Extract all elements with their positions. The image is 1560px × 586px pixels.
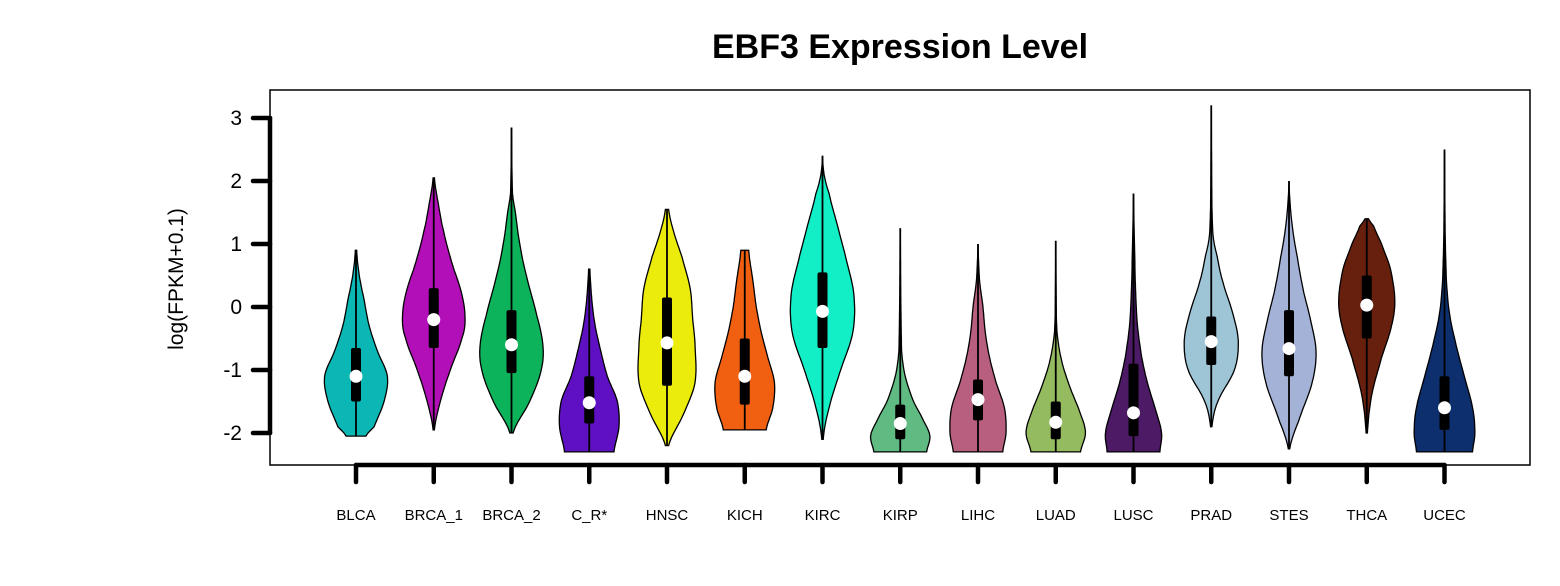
violin-LUAD <box>1025 240 1087 453</box>
violin-KICH <box>714 249 776 431</box>
violin-STES <box>1261 180 1317 450</box>
violin-median-HNSC <box>660 336 674 350</box>
x-tick-label-2: BRCA_2 <box>482 507 540 524</box>
chart-title: EBF3 Expression Level <box>712 28 1088 66</box>
x-tick-label-7: KIRP <box>883 507 918 524</box>
violin-median-THCA <box>1360 298 1374 312</box>
x-tick-label-0: BLCA <box>336 507 375 524</box>
x-tick-label-6: KIRC <box>805 507 841 524</box>
violin-median-LUAD <box>1049 415 1063 429</box>
violin-THCA <box>1338 218 1396 434</box>
x-tick-label-8: LIHC <box>961 507 995 524</box>
violin-BRCA_1 <box>401 177 466 431</box>
violin-KIRP <box>869 228 931 453</box>
x-axis: BLCA BRCA_1 BRCA_2 C_R* HNSC KICH KIRC KIRP LIHC… <box>336 462 1466 524</box>
violin-UCEC <box>1413 149 1476 453</box>
x-tick-label-11: PRAD <box>1190 507 1232 524</box>
violins <box>323 105 1476 453</box>
y-axis-label: log(FPKM+0.1) <box>165 208 188 350</box>
violin-median-BRCA_1 <box>427 313 441 327</box>
y-tick-label-3: 1 <box>230 233 242 256</box>
y-tick-label-4: 2 <box>230 170 242 193</box>
violin-median-STES <box>1282 342 1296 356</box>
y-tick-label-0: -2 <box>223 422 242 445</box>
violin-median-C_R* <box>582 396 596 410</box>
y-tick-label-1: -1 <box>223 359 242 382</box>
x-tick-label-14: UCEC <box>1423 507 1466 524</box>
y-axis: -2 -1 0 1 2 3 <box>223 107 273 445</box>
violin-LIHC <box>949 243 1007 453</box>
violin-HNSC <box>637 208 697 447</box>
x-tick-label-3: C_R* <box>571 507 607 524</box>
violin-iqr-LUSC <box>1128 363 1139 437</box>
violin-median-BRCA_2 <box>505 338 518 352</box>
violin-median-KICH <box>738 369 752 383</box>
violin-LUSC <box>1104 193 1163 453</box>
violin-KIRC <box>789 155 856 440</box>
x-tick-label-5: KICH <box>727 507 763 524</box>
violin-median-KIRP <box>893 417 907 431</box>
y-tick-label-5: 3 <box>230 107 242 130</box>
x-tick-label-4: HNSC <box>646 507 689 524</box>
violin-median-UCEC <box>1438 401 1451 415</box>
x-tick-label-9: LUAD <box>1036 507 1076 524</box>
violin-median-KIRC <box>816 304 829 318</box>
x-tick-label-12: STES <box>1269 507 1308 524</box>
violin-PRAD <box>1183 105 1239 428</box>
violin-median-LUSC <box>1127 406 1140 420</box>
violin-median-LIHC <box>971 393 985 407</box>
x-tick-label-13: THCA <box>1346 507 1387 524</box>
x-tick-label-10: LUSC <box>1113 507 1153 524</box>
violin-median-BLCA <box>349 369 363 383</box>
violin-BLCA <box>323 249 389 437</box>
y-tick-label-2: 0 <box>230 296 242 319</box>
x-tick-label-1: BRCA_1 <box>405 507 463 524</box>
violin-median-PRAD <box>1204 335 1218 349</box>
violin-BRCA_2 <box>479 127 544 434</box>
violin-C_R* <box>558 268 620 453</box>
